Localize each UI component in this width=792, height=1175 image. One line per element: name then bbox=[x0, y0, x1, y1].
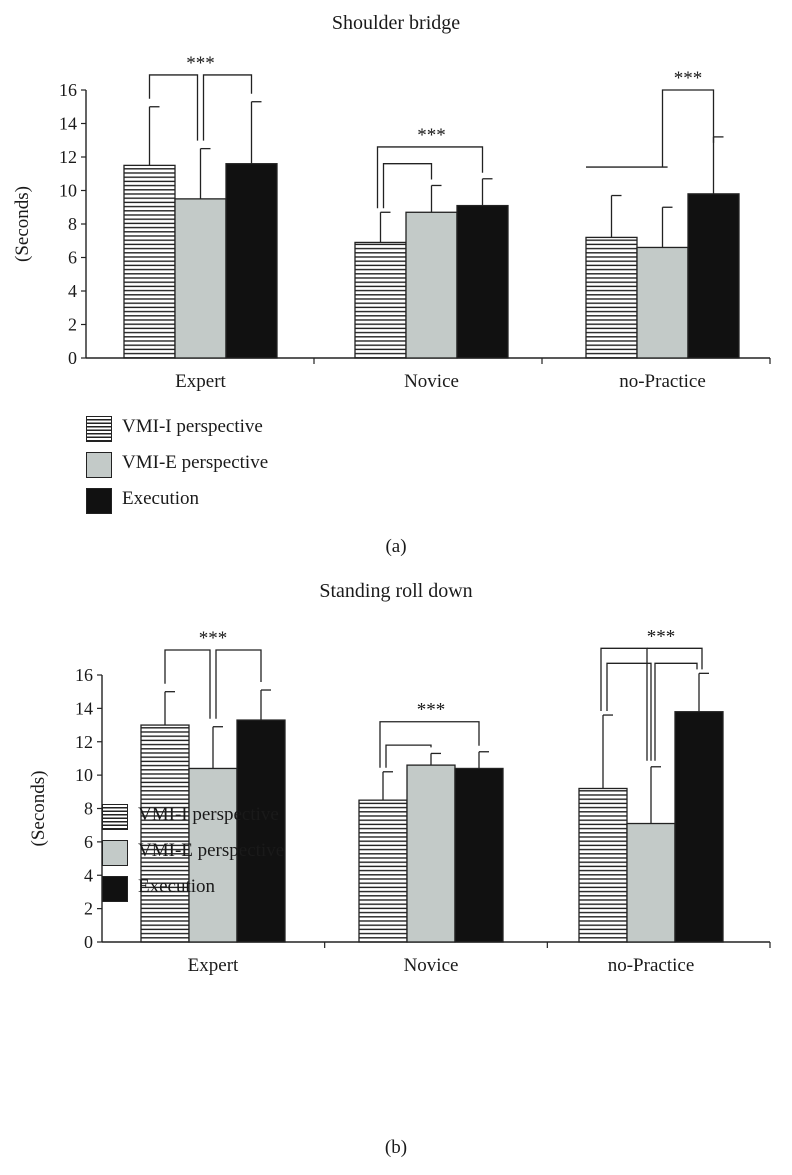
bar-vmi-e-perspective-no-practice bbox=[626, 822, 676, 943]
bar-vmi-e-perspective-novice bbox=[405, 211, 458, 359]
bar-execution-no-practice bbox=[674, 711, 724, 943]
bar-execution-expert bbox=[225, 163, 278, 359]
significance-bracket bbox=[600, 647, 648, 761]
significance-label: *** bbox=[199, 628, 228, 649]
chart-title: Shoulder bridge bbox=[331, 12, 461, 34]
bar-vmi-i-perspective-novice bbox=[354, 241, 407, 359]
significance-bracket bbox=[661, 89, 715, 168]
x-category-label: Expert bbox=[188, 955, 239, 976]
y-tick-label: 14 bbox=[59, 114, 77, 134]
y-tick-label: 2 bbox=[68, 315, 77, 335]
chart-a-plot: 0 2 4 6 8 10 12 14 16 (Seconds) Expert Novice no-Pra… bbox=[12, 53, 771, 392]
significance-bracket bbox=[148, 74, 199, 141]
bar-execution-expert bbox=[236, 719, 286, 943]
x-category-label: Novice bbox=[404, 371, 459, 392]
legend-swatch-grey bbox=[102, 840, 128, 866]
y-tick-label: 12 bbox=[75, 732, 93, 752]
x-category-label: no-Practice bbox=[619, 371, 706, 392]
significance-bracket bbox=[215, 649, 262, 719]
y-tick-label: 12 bbox=[59, 147, 77, 167]
bar-execution-no-practice bbox=[687, 193, 740, 359]
legend-label: VMI-E perspective bbox=[138, 840, 285, 861]
bar-execution-novice bbox=[456, 204, 509, 359]
chart-title: Standing roll down bbox=[319, 580, 473, 602]
significance-bracket bbox=[382, 163, 433, 209]
significance-bracket bbox=[654, 662, 698, 761]
legend-swatch-hatch bbox=[102, 804, 128, 830]
significance-bracket bbox=[385, 744, 432, 768]
y-tick-label: 0 bbox=[84, 932, 93, 952]
significance-label: *** bbox=[417, 125, 446, 146]
y-tick-label: 4 bbox=[84, 865, 93, 885]
legend-label: VMI-E perspective bbox=[122, 452, 269, 473]
y-tick-label: 4 bbox=[68, 281, 77, 301]
y-tick-label: 16 bbox=[75, 665, 93, 685]
bar-vmi-i-perspective-expert bbox=[140, 724, 190, 943]
y-tick-label: 8 bbox=[84, 799, 93, 819]
y-tick-label: 2 bbox=[84, 899, 93, 919]
y-axis-label: (Seconds) bbox=[12, 186, 33, 262]
legend-swatch-black bbox=[86, 488, 112, 514]
chart-b-plot: 0 2 4 6 8 10 12 14 16 (Seconds) Expert Novice no-Pra… bbox=[28, 626, 771, 976]
significance-bracket bbox=[202, 74, 253, 141]
y-tick-label: 6 bbox=[68, 248, 77, 268]
chart-panel-a: Shoulder bridge 0 2 4 6 8 10 12 14 16 (Seconds) Ex… bbox=[0, 0, 792, 580]
legend-swatch-hatch bbox=[86, 416, 112, 442]
significance-label: *** bbox=[417, 700, 446, 721]
y-tick-label: 14 bbox=[75, 698, 93, 718]
bar-vmi-e-perspective-expert bbox=[188, 767, 238, 943]
y-tick-label: 10 bbox=[75, 765, 93, 785]
chart-panel-b: Standing roll down 0 2 4 6 8 10 12 14 16 (Seconds… bbox=[0, 580, 792, 1175]
significance-bracket bbox=[164, 649, 211, 719]
bar-vmi-i-perspective-no-practice bbox=[585, 236, 638, 359]
legend-label: VMI-I perspective bbox=[122, 416, 263, 437]
legend-label: Execution bbox=[122, 488, 200, 509]
panel-caption: (b) bbox=[384, 1137, 408, 1158]
bar-vmi-i-perspective-novice bbox=[358, 799, 408, 943]
legend-swatch-grey bbox=[86, 452, 112, 478]
significance-bracket bbox=[647, 647, 703, 670]
x-category-label: Expert bbox=[175, 371, 226, 392]
legend-label: Execution bbox=[138, 876, 216, 897]
y-axis-label: (Seconds) bbox=[28, 771, 49, 847]
x-category-label: no-Practice bbox=[608, 955, 695, 976]
significance-label: *** bbox=[674, 68, 703, 89]
legend-label: VMI-I perspective bbox=[138, 804, 279, 825]
y-tick-label: 8 bbox=[68, 214, 77, 234]
x-category-label: Novice bbox=[404, 955, 459, 976]
bar-vmi-e-perspective-expert bbox=[174, 198, 227, 359]
significance-label: *** bbox=[186, 53, 215, 74]
bar-execution-novice bbox=[454, 767, 504, 943]
bar-vmi-i-perspective-no-practice bbox=[578, 787, 628, 943]
y-tick-label: 0 bbox=[68, 348, 77, 368]
significance-bracket bbox=[606, 662, 652, 761]
bar-vmi-i-perspective-expert bbox=[123, 164, 176, 359]
y-tick-label: 16 bbox=[59, 80, 77, 100]
panel-caption: (a) bbox=[385, 536, 407, 557]
significance-label: *** bbox=[647, 626, 676, 647]
bar-vmi-e-perspective-no-practice bbox=[636, 246, 689, 359]
significance-bracket bbox=[376, 146, 484, 209]
significance-bracket bbox=[379, 721, 480, 768]
legend-swatch-black bbox=[102, 876, 128, 902]
y-tick-label: 6 bbox=[84, 832, 93, 852]
bar-vmi-e-perspective-novice bbox=[406, 764, 456, 943]
y-tick-label: 10 bbox=[59, 181, 77, 201]
